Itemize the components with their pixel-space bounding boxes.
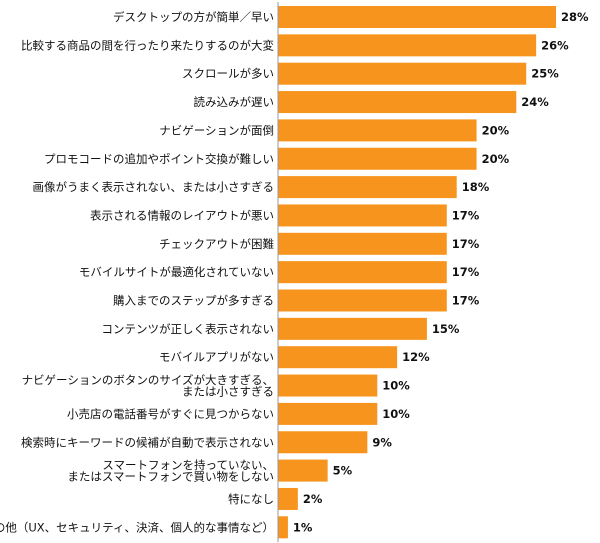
value-label: 12% [402,350,430,364]
value-label: 28% [561,10,589,24]
category-label-line: チェックアウトが困難 [159,237,274,251]
category-label: チェックアウトが困難 [159,237,274,251]
category-label: ナビゲーションのボタンのサイズが大きすぎる、または小さすぎる [22,373,274,399]
category-label: 読み込みが遅い [194,95,275,109]
category-label-line: 小売店の電話番号がすぐに見つからない [67,407,274,421]
bar [278,317,427,340]
category-label: モバイルサイトが最適化されていない [79,265,274,279]
category-label: スクロールが多い [182,67,274,81]
bar [278,374,378,397]
bar [278,346,398,369]
bar [278,147,477,170]
bar [278,459,328,482]
value-label: 17% [452,294,480,308]
value-label: 17% [452,237,480,251]
category-label-line: 購入までのステップが多すぎる [113,294,274,308]
category-label: スマートフォンを持っていない、またはスマートフォンで買い物をしない [67,458,274,484]
bars-group [278,6,556,539]
bar [278,431,368,454]
category-label-line: モバイルアプリがない [159,350,274,364]
category-label-line: その他（UX、セキュリティ、決済、個人的な事情など） [0,520,274,534]
bar [278,232,447,255]
bar [278,487,298,510]
category-label-line: または小さすぎる [182,384,274,398]
value-label: 26% [541,38,569,52]
category-labels-group: デスクトップの方が簡単／早い比較する商品の間を行ったり来たりするのが大変スクロー… [0,10,274,534]
bar [278,204,447,227]
category-label-line: 画像がうまく表示されない、または小さすぎる [33,180,275,194]
category-label-line: 表示される情報のレイアウトが悪い [90,208,274,222]
value-label: 10% [382,379,410,393]
category-label: モバイルアプリがない [159,350,274,364]
category-label: 小売店の電話番号がすぐに見つからない [67,407,274,421]
value-label: 10% [382,407,410,421]
bar [278,62,527,85]
value-label: 9% [372,435,392,449]
value-label: 25% [531,67,559,81]
value-labels-group: 28% 26% 25% 24% 20% 20% 18% 17% 17% 17% 17% 15%12% 1… [293,10,589,534]
bar [278,289,447,312]
bar [278,119,477,142]
category-label-line: スクロールが多い [182,67,274,81]
category-label: 購入までのステップが多すぎる [113,294,274,308]
category-label-line: ナビゲーションが面倒 [159,123,274,137]
bar [278,261,447,284]
category-label: 表示される情報のレイアウトが悪い [90,208,274,222]
bar [278,516,288,539]
bar [278,176,457,199]
category-label: ナビゲーションが面倒 [159,123,274,137]
value-label: 5% [333,464,353,478]
value-label: 17% [452,265,480,279]
bar [278,34,537,57]
bar [278,91,517,114]
category-label-line: コンテンツが正しく表示されない [102,322,275,336]
category-label-line: モバイルサイトが最適化されていない [79,265,274,279]
category-label: その他（UX、セキュリティ、決済、個人的な事情など） [0,520,274,534]
value-label: 1% [293,520,313,534]
category-label: コンテンツが正しく表示されない [102,322,275,336]
category-label: 画像がうまく表示されない、または小さすぎる [33,180,275,194]
value-label: 24% [521,95,549,109]
value-label: 18% [462,180,490,194]
value-label: 15% [432,322,460,336]
category-label: 検索時にキーワードの候補が自動で表示されない [21,435,274,449]
category-label-line: プロモコードの追加やポイント交換が難しい [44,152,274,166]
category-label: デスクトップの方が簡単／早い [113,10,274,24]
category-label-line: 検索時にキーワードの候補が自動で表示されない [21,435,274,449]
category-label: 比較する商品の間を行ったり来たりするのが大変 [21,38,274,52]
category-label: プロモコードの追加やポイント交換が難しい [44,152,274,166]
value-label: 20% [482,152,510,166]
category-label-line: 比較する商品の間を行ったり来たりするのが大変 [21,38,274,52]
category-label-line: 読み込みが遅い [194,95,275,109]
bar [278,402,378,425]
value-label: 2% [303,492,323,506]
category-label-line: ナビゲーションのボタンのサイズが大きすぎる、 [22,373,274,387]
category-label-line: スマートフォンを持っていない、 [102,458,274,472]
value-label: 20% [482,123,510,137]
value-label: 17% [452,208,480,222]
bar [278,6,556,28]
category-label-line: デスクトップの方が簡単／早い [113,10,274,24]
category-label: 特になし [228,492,274,506]
category-label-line: 特になし [228,492,274,506]
category-label-line: またはスマートフォンで買い物をしない [67,469,274,483]
